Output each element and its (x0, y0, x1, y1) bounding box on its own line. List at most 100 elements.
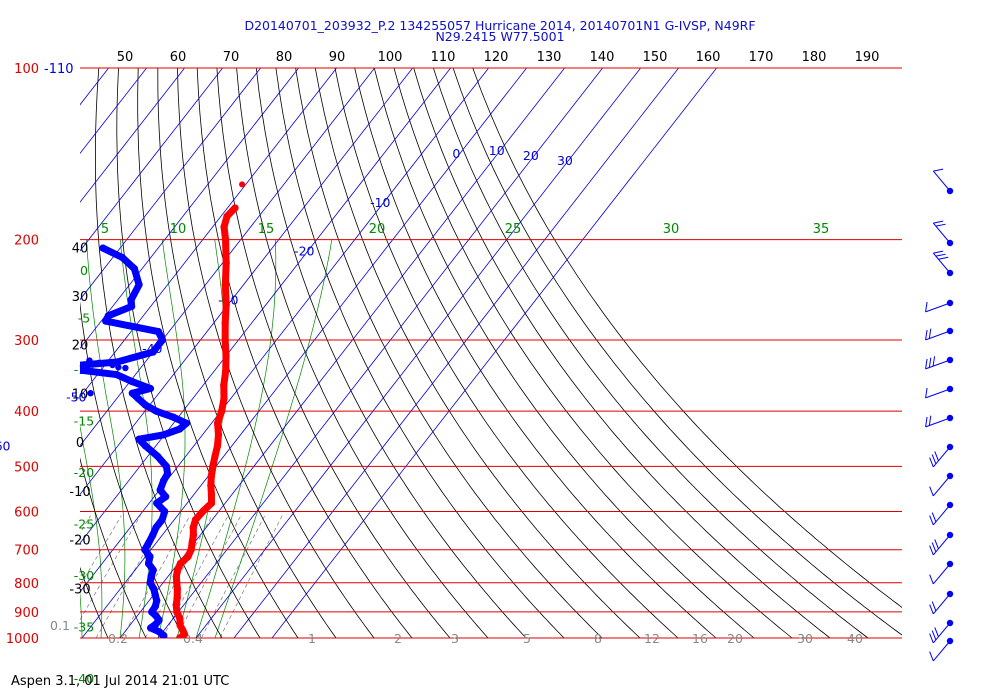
wind-barb (932, 250, 954, 277)
wind-barb (925, 327, 954, 341)
dewpoint-segment (102, 317, 162, 336)
temperature-tick-label: -20 (69, 534, 90, 549)
dry-adiabat-line (2, 68, 75, 650)
wind-barb (925, 299, 954, 313)
mixing-ratio-label: 8 (594, 631, 602, 646)
wind-barb-feather (938, 256, 949, 260)
isotherm-label: -60 (0, 438, 11, 453)
dry-adiabat-line (472, 68, 902, 608)
isotherm-line (157, 68, 604, 638)
isotherm-label: 20 (523, 148, 539, 163)
pressure-tick-label: 200 (14, 234, 39, 249)
moist-adiabat-label: -30 (74, 568, 94, 583)
temperature-tick-label: -110 (44, 62, 74, 77)
dry-adiabat-line (275, 68, 565, 638)
top-axis-label: 70 (223, 50, 240, 65)
top-axis-label: 100 (378, 50, 403, 65)
dry-adiabat-line (413, 68, 831, 638)
wind-barb-shaft (932, 252, 951, 274)
dewpoint-segment (104, 302, 136, 320)
moist-adiabat-label: 0 (80, 263, 88, 278)
mixing-ratio-line (80, 515, 141, 621)
wind-barb (925, 356, 954, 370)
dry-adiabat-line (80, 566, 109, 638)
isotherm-line (0, 55, 43, 650)
temperature-tick-label: -30 (69, 582, 90, 597)
top-axis-label: 80 (276, 50, 293, 65)
isotherm-line (80, 68, 224, 252)
dewpoint-point (109, 361, 116, 369)
wind-barb-feather (929, 633, 934, 644)
wind-barb-feather (934, 539, 939, 549)
pressure-tick-label: 700 (14, 544, 39, 559)
top-axis-label: 120 (484, 50, 509, 65)
temperature-segment (222, 236, 230, 267)
dry-adiabat-line (80, 457, 147, 638)
wind-barb-feather (932, 356, 936, 367)
dewpoint-point (95, 359, 103, 367)
pressure-tick-label: 400 (14, 405, 39, 420)
isotherm-label: -50 (66, 390, 86, 405)
wind-barb-feather (933, 220, 944, 224)
dewpoint-segment (113, 348, 157, 366)
wind-barb-shaft (932, 170, 951, 192)
wind-barb-shaft (925, 417, 951, 428)
wind-barb-feather (934, 451, 939, 461)
dewpoint-point (54, 389, 60, 395)
wind-barb (929, 590, 954, 615)
wind-barb-shaft (932, 222, 951, 244)
mixing-ratio-label: 0.1 (50, 618, 70, 633)
mixing-ratio-label: 30 (797, 631, 813, 646)
isotherm-label: 30 (557, 153, 573, 168)
mixing-ratio-line (200, 515, 266, 638)
wind-barb (929, 560, 954, 585)
moist-adiabat-label: -15 (74, 414, 94, 429)
wind-barb-feather (929, 515, 934, 526)
top-axis-label: 50 (117, 50, 134, 65)
temperature-tick-label: 20 (72, 339, 89, 354)
wind-barb-feather (928, 328, 932, 339)
wind-barb-feather (929, 574, 934, 585)
wind-barb (929, 501, 954, 526)
isotherm-line (233, 68, 680, 638)
wind-barb-shaft (925, 302, 951, 313)
moist-adiabat-label: -5 (78, 311, 90, 326)
isotherm-line (80, 68, 262, 301)
isotherm-line (80, 68, 186, 203)
top-axis-label: 180 (802, 50, 827, 65)
top-axis-label: 150 (643, 50, 668, 65)
dry-adiabat-line (177, 68, 375, 638)
dewpoint-point (86, 357, 93, 364)
wind-barb-feather (931, 630, 937, 641)
moist-adiabat-label: 20 (369, 222, 386, 237)
top-axis-label: 160 (696, 50, 721, 65)
wind-barb (929, 619, 954, 644)
top-axis-label: 190 (855, 50, 880, 65)
top-axis-label: 90 (329, 50, 346, 65)
temperature-point (239, 181, 246, 188)
moist-adiabat-label: 25 (505, 222, 522, 237)
wind-barb-feather (925, 358, 928, 369)
wind-barb-feather (929, 651, 934, 662)
dewpoint-segment (58, 367, 75, 369)
chart-title-line-2: N29.2415 W77.5001 (435, 29, 565, 44)
moist-adiabat-line (80, 591, 83, 638)
isotherm-line (271, 68, 718, 638)
pressure-tick-label: 600 (14, 506, 39, 521)
dry-adiabat-line (137, 68, 299, 638)
wind-barb-shaft (932, 446, 951, 468)
dewpoint-point (115, 364, 122, 371)
wind-barb-feather (933, 250, 944, 254)
dry-adiabat-line (157, 68, 337, 638)
isotherm-line (0, 55, 81, 650)
dry-adiabat-line (373, 68, 755, 638)
wind-barb-feather (935, 253, 946, 257)
dry-adiabat-line (295, 68, 603, 638)
wind-barb-shaft (932, 563, 951, 585)
sounding-profiles (54, 181, 246, 638)
mixing-ratio-label: 2 (394, 631, 402, 646)
moist-adiabat-label: 35 (813, 222, 830, 237)
mixing-ratio-line (144, 515, 213, 638)
wind-barb-feather (934, 627, 939, 637)
isotherm-line (80, 68, 452, 544)
